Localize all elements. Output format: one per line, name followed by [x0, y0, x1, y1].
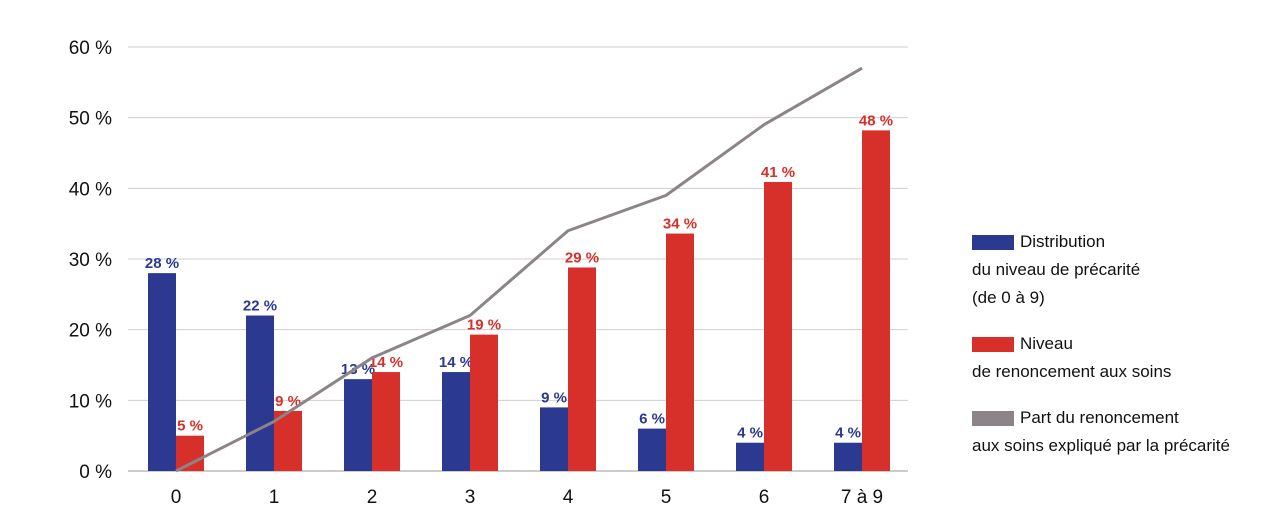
chart: 0 % 10 % 20 % 30 % 40 % 50 % 60 % 0 1 2 3 4 5 6 7 à 9 2…	[69, 38, 908, 508]
data-label: 6 %	[639, 411, 665, 428]
bar	[764, 181, 792, 471]
legend-item-renoncement: Niveau de renoncement aux soins	[972, 330, 1272, 386]
bar	[862, 130, 890, 472]
legend-label-part-line2: aux soins expliqué par la précarité	[972, 436, 1230, 455]
bar	[372, 372, 400, 471]
bar	[736, 442, 764, 471]
legend-label-renoncement-line1: Niveau	[1020, 334, 1073, 353]
x-tick-label: 0	[171, 487, 182, 508]
y-tick-label: 10 %	[69, 391, 112, 412]
bar	[638, 428, 666, 471]
y-tick-label: 40 %	[69, 179, 112, 200]
legend-label-distribution-line3: (de 0 à 9)	[972, 288, 1045, 307]
y-tick-label: 30 %	[69, 250, 112, 271]
x-tick-label: 1	[269, 487, 280, 508]
data-label: 34 %	[663, 216, 697, 233]
y-tick-label: 20 %	[69, 321, 112, 342]
data-label: 9 %	[275, 393, 301, 410]
legend-item-part-renoncement: Part du renoncement aux soins expliqué p…	[972, 404, 1272, 460]
data-label: 14 %	[369, 354, 403, 371]
bar	[470, 334, 498, 471]
bar	[540, 407, 568, 471]
data-label: 19 %	[467, 317, 501, 334]
data-label: 41 %	[761, 164, 795, 181]
legend-label-distribution-line1: Distribution	[1020, 232, 1106, 251]
legend-label-part-line1: Part du renoncement	[1020, 408, 1179, 427]
line-series	[175, 66, 863, 473]
x-tick-label: 2	[367, 487, 378, 508]
x-tick-label: 5	[661, 487, 672, 508]
legend-label-renoncement-line2: de renoncement aux soins	[972, 362, 1172, 381]
legend-item-distribution: Distribution du niveau de précarité (de …	[972, 228, 1272, 312]
y-tick-label: 0 %	[79, 462, 112, 483]
data-label: 22 %	[243, 298, 277, 315]
y-tick-label: 50 %	[69, 109, 112, 130]
bar	[834, 442, 862, 471]
bar	[274, 410, 302, 471]
data-label: 28 %	[145, 255, 179, 272]
x-tick-label: 7 à 9	[841, 487, 883, 508]
data-label: 14 %	[439, 354, 473, 371]
data-label: 29 %	[565, 249, 599, 266]
x-tick-label: 3	[465, 487, 476, 508]
legend: Distribution du niveau de précarité (de …	[972, 228, 1272, 478]
bar	[176, 435, 204, 471]
data-label: 48 %	[859, 112, 893, 129]
data-label: 4 %	[835, 425, 861, 442]
data-label: 4 %	[737, 425, 763, 442]
bar	[148, 273, 176, 471]
legend-swatch-renoncement	[972, 337, 1014, 353]
y-tick-label: 60 %	[69, 38, 112, 59]
data-label: 9 %	[541, 389, 567, 406]
legend-swatch-part-renoncement	[972, 411, 1014, 427]
bar	[568, 267, 596, 471]
x-tick-label: 6	[759, 487, 770, 508]
bar	[246, 315, 274, 471]
bar	[666, 233, 694, 471]
legend-label-distribution-line2: du niveau de précarité	[972, 260, 1141, 279]
legend-swatch-distribution	[972, 235, 1014, 251]
bar	[344, 379, 372, 471]
data-label: 5 %	[177, 418, 203, 435]
bar	[442, 372, 470, 471]
x-tick-label: 4	[563, 487, 574, 508]
